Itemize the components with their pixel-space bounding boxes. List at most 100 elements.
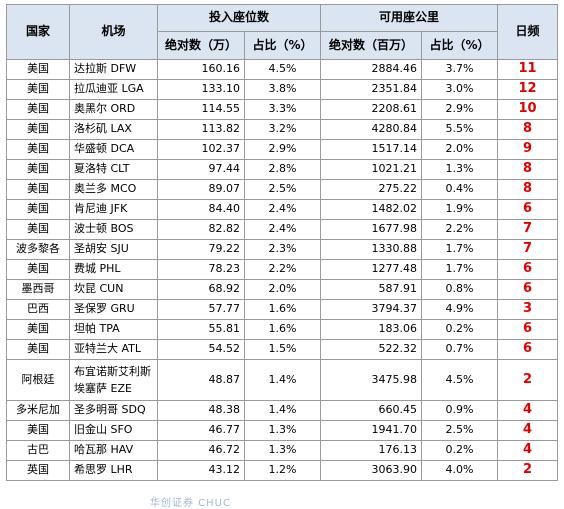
cell-frequency: 2 bbox=[497, 359, 559, 401]
cell-seats-pct: 2.5% bbox=[243, 179, 322, 200]
cell-seat-km: 2351.84 bbox=[320, 79, 423, 100]
cell-airport: 圣胡安 SJU bbox=[69, 239, 158, 260]
cell-seat-km-pct: 0.2% bbox=[421, 440, 499, 461]
cell-airport: 布宜诺斯艾利斯埃塞萨 EZE bbox=[69, 359, 158, 401]
cell-airport: 旧金山 SFO bbox=[69, 420, 158, 441]
cell-seat-km: 587.91 bbox=[320, 279, 423, 300]
cell-seat-km: 2208.61 bbox=[320, 99, 423, 120]
cell-seat-km-pct: 0.4% bbox=[421, 179, 499, 200]
cell-seats: 46.77 bbox=[157, 420, 245, 441]
table-row: 墨西哥 坎昆 CUN 68.92 2.0% 587.91 0.8% 6 bbox=[6, 279, 559, 300]
cell-seat-km-pct: 5.5% bbox=[421, 119, 499, 140]
cell-seats-pct: 2.4% bbox=[243, 199, 322, 220]
cell-seat-km: 4280.84 bbox=[320, 119, 423, 140]
header-seats-abs: 绝对数（万） bbox=[157, 31, 245, 60]
cell-airport: 肯尼迪 JFK bbox=[69, 199, 158, 220]
cell-seat-km-pct: 4.5% bbox=[421, 359, 499, 401]
cell-airport: 奥兰多 MCO bbox=[69, 179, 158, 200]
cell-country: 美国 bbox=[6, 219, 70, 240]
cell-seats: 46.72 bbox=[157, 440, 245, 461]
watermark: 华创证券 CHUC bbox=[150, 498, 231, 509]
cell-frequency: 4 bbox=[497, 400, 559, 421]
cell-seat-km-pct: 4.0% bbox=[421, 460, 499, 481]
cell-seats-pct: 2.4% bbox=[243, 219, 322, 240]
cell-country: 古巴 bbox=[6, 440, 70, 461]
cell-country: 美国 bbox=[6, 59, 70, 80]
cell-seats: 68.92 bbox=[157, 279, 245, 300]
cell-frequency: 6 bbox=[497, 259, 559, 280]
table-row: 美国 奥兰多 MCO 89.07 2.5% 275.22 0.4% 8 bbox=[6, 179, 559, 200]
cell-seats: 82.82 bbox=[157, 219, 245, 240]
cell-seats-pct: 2.0% bbox=[243, 279, 322, 300]
cell-seats-pct: 2.9% bbox=[243, 139, 322, 160]
cell-frequency: 2 bbox=[497, 460, 559, 481]
cell-seat-km: 1677.98 bbox=[320, 219, 423, 240]
cell-airport: 圣保罗 GRU bbox=[69, 299, 158, 320]
cell-seats-pct: 2.2% bbox=[243, 259, 322, 280]
table-row: 古巴 哈瓦那 HAV 46.72 1.3% 176.13 0.2% 4 bbox=[6, 440, 559, 461]
cell-seat-km: 1330.88 bbox=[320, 239, 423, 260]
header-seats-pct: 占比（%） bbox=[243, 31, 322, 60]
cell-seat-km-pct: 2.5% bbox=[421, 420, 499, 441]
cell-seats-pct: 1.3% bbox=[243, 420, 322, 441]
cell-seats: 48.87 bbox=[157, 359, 245, 401]
cell-airport: 希思罗 LHR bbox=[69, 460, 158, 481]
cell-seat-km: 1021.21 bbox=[320, 159, 423, 180]
cell-seat-km-pct: 0.8% bbox=[421, 279, 499, 300]
header-row-sub: 绝对数（万） 占比（%） 绝对数（百万） 占比（%） bbox=[7, 31, 558, 60]
table-row: 美国 亚特兰大 ATL 54.52 1.5% 522.32 0.7% 6 bbox=[6, 339, 559, 360]
header-seats-group: 投入座位数 bbox=[156, 4, 322, 32]
cell-seat-km-pct: 1.9% bbox=[421, 199, 499, 220]
cell-frequency: 7 bbox=[497, 239, 559, 260]
cell-seats-pct: 4.5% bbox=[243, 59, 322, 80]
cell-seats: 48.38 bbox=[157, 400, 245, 421]
table-row: 阿根廷 布宜诺斯艾利斯埃塞萨 EZE 48.87 1.4% 3475.98 4.5% 2 bbox=[6, 359, 559, 401]
cell-frequency: 11 bbox=[497, 59, 559, 80]
cell-seats: 89.07 bbox=[157, 179, 245, 200]
cell-frequency: 6 bbox=[497, 279, 559, 300]
cell-country: 英国 bbox=[6, 460, 70, 481]
cell-seats-pct: 1.3% bbox=[243, 440, 322, 461]
cell-seat-km-pct: 1.3% bbox=[421, 159, 499, 180]
cell-seat-km-pct: 2.2% bbox=[421, 219, 499, 240]
header-frequency: 日频 bbox=[497, 4, 559, 60]
cell-seats: 160.16 bbox=[157, 59, 245, 80]
cell-frequency: 8 bbox=[497, 119, 559, 140]
cell-seat-km: 3794.37 bbox=[320, 299, 423, 320]
cell-seat-km: 176.13 bbox=[320, 440, 423, 461]
cell-seat-km-pct: 1.7% bbox=[421, 239, 499, 260]
cell-seats: 133.10 bbox=[157, 79, 245, 100]
cell-seat-km-pct: 0.9% bbox=[421, 400, 499, 421]
cell-frequency: 4 bbox=[497, 420, 559, 441]
cell-airport: 亚特兰大 ATL bbox=[69, 339, 158, 360]
cell-seat-km: 1517.14 bbox=[320, 139, 423, 160]
cell-seats: 57.77 bbox=[157, 299, 245, 320]
table-row: 英国 希思罗 LHR 43.12 1.2% 3063.90 4.0% 2 bbox=[6, 460, 559, 481]
table-row: 巴西 圣保罗 GRU 57.77 1.6% 3794.37 4.9% 3 bbox=[6, 299, 559, 320]
cell-seat-km-pct: 4.9% bbox=[421, 299, 499, 320]
cell-airport: 达拉斯 DFW bbox=[69, 59, 158, 80]
cell-seat-km-pct: 2.9% bbox=[421, 99, 499, 120]
cell-country: 巴西 bbox=[6, 299, 70, 320]
cell-seats-pct: 2.8% bbox=[243, 159, 322, 180]
cell-seats-pct: 3.8% bbox=[243, 79, 322, 100]
table-row: 波多黎各 圣胡安 SJU 79.22 2.3% 1330.88 1.7% 7 bbox=[6, 239, 559, 260]
header-seat-km-pct: 占比（%） bbox=[421, 31, 499, 60]
cell-airport: 拉瓜迪亚 LGA bbox=[69, 79, 158, 100]
cell-frequency: 6 bbox=[497, 199, 559, 220]
cell-seats-pct: 1.2% bbox=[243, 460, 322, 481]
cell-airport: 圣多明哥 SDQ bbox=[69, 400, 158, 421]
cell-airport: 洛杉矶 LAX bbox=[69, 119, 158, 140]
cell-frequency: 6 bbox=[497, 319, 559, 340]
table-row: 美国 华盛顿 DCA 102.37 2.9% 1517.14 2.0% 9 bbox=[6, 139, 559, 160]
cell-frequency: 3 bbox=[497, 299, 559, 320]
cell-seat-km-pct: 1.7% bbox=[421, 259, 499, 280]
cell-seat-km: 2884.46 bbox=[320, 59, 423, 80]
cell-seats: 43.12 bbox=[157, 460, 245, 481]
cell-airport: 哈瓦那 HAV bbox=[69, 440, 158, 461]
cell-seat-km: 1482.02 bbox=[320, 199, 423, 220]
table-row: 多米尼加 圣多明哥 SDQ 48.38 1.4% 660.45 0.9% 4 bbox=[6, 400, 559, 421]
cell-seats: 113.82 bbox=[157, 119, 245, 140]
cell-seat-km: 1277.48 bbox=[320, 259, 423, 280]
cell-seat-km-pct: 3.0% bbox=[421, 79, 499, 100]
